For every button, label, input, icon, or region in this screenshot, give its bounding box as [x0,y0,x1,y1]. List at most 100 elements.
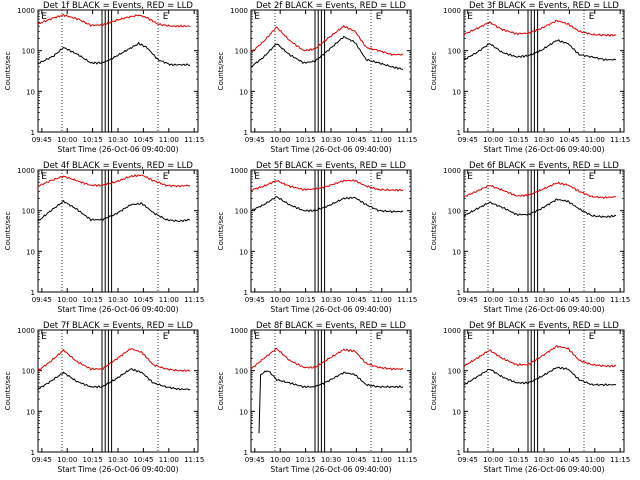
x-tick-label: 10:00 [57,296,77,304]
chart-title: Det 7f BLACK = Events, RED = LLD [43,321,193,331]
x-tick-label: 11:15 [610,136,630,144]
y-tick-label: 10 [26,408,35,416]
chart-panel-8: Det 8f BLACK = Events, RED = LLD 1 10 100 10… [217,321,417,474]
series-line-lld [463,19,617,37]
series-line-lld [37,13,191,28]
y-tick-label: 100 [235,208,248,216]
series-line-events [37,368,191,391]
x-tick-label: 11:15 [184,296,204,304]
y-tick-label: 100 [235,368,248,376]
y-tick-label: 100 [22,368,35,376]
x-tick-label: 09:45 [458,136,478,144]
chart-panel-7: Det 7f BLACK = Events, RED = LLD 1 10 100 10… [4,321,204,474]
y-tick-label: 1000 [230,7,248,15]
x-tick-label: 10:15 [509,296,529,304]
y-axis-label: Counts/sec [217,212,225,251]
series-line-events [250,35,404,70]
x-tick-label: 11:15 [397,136,417,144]
y-tick-label: 10 [239,248,248,256]
x-tick-label: 10:45 [559,296,579,304]
x-tick-label: 10:15 [296,456,316,464]
x-tick-label: 09:45 [32,456,52,464]
chart-title: Det 1f BLACK = Events, RED = LLD [43,1,193,11]
x-tick-label: 10:30 [321,136,341,144]
x-tick-label: 11:15 [184,136,204,144]
chart-title: Det 2f BLACK = Events, RED = LLD [256,1,406,11]
y-tick-label: 1000 [443,7,461,15]
segment-marker: E [467,332,473,342]
y-tick-label: 10 [239,408,248,416]
x-tick-label: 10:15 [296,296,316,304]
chart-title: Det 6f BLACK = Events, RED = LLD [469,161,619,171]
series-line-lld [250,347,404,371]
y-tick-label: 1000 [443,167,461,175]
x-tick-label: 10:15 [83,456,103,464]
x-tick-label: 10:30 [108,136,128,144]
y-tick-label: 10 [26,88,35,96]
series-line-lld [463,181,616,200]
segment-marker: E [376,172,382,182]
x-axis-label: Start Time (26-Oct-06 09:40:00) [483,305,604,314]
y-tick-label: 100 [22,208,35,216]
x-axis-label: Start Time (26-Oct-06 09:40:00) [57,305,178,314]
chart-title: Det 5f BLACK = Events, RED = LLD [256,161,406,171]
y-tick-label: 1 [457,289,461,297]
x-tick-label: 09:45 [32,296,52,304]
y-tick-label: 10 [452,88,461,96]
x-tick-label: 11:00 [159,296,179,304]
chart-panel-5: Det 5f BLACK = Events, RED = LLD 1 10 100 10… [217,161,417,314]
y-axis-label: Counts/sec [4,52,12,91]
series-line-events [37,199,191,223]
y-axis-label: Counts/sec [430,212,438,251]
series-line-lld [250,179,404,192]
x-tick-label: 11:00 [372,456,392,464]
chart-panel-6: Det 6f BLACK = Events, RED = LLD 1 10 100 10… [430,161,630,314]
x-tick-label: 09:45 [458,296,478,304]
y-axis-label: Counts/sec [217,372,225,411]
x-tick-label: 10:30 [534,456,554,464]
x-tick-label: 10:30 [108,296,128,304]
x-tick-label: 10:15 [83,296,103,304]
y-axis-label: Counts/sec [217,52,225,91]
x-tick-label: 10:30 [321,296,341,304]
x-axis-label: Start Time (26-Oct-06 09:40:00) [270,145,391,154]
series-line-events [463,366,617,387]
x-tick-label: 10:15 [83,136,103,144]
x-tick-label: 09:45 [245,456,265,464]
series-line-events [37,41,191,67]
x-tick-label: 10:00 [270,456,290,464]
y-tick-label: 10 [452,408,461,416]
y-tick-label: 1 [31,129,35,137]
y-tick-label: 10 [239,88,248,96]
segment-marker: E [254,12,260,22]
series-line-lld [37,174,191,188]
series-line-events [250,196,404,214]
y-axis-label: Counts/sec [4,212,12,251]
x-tick-label: 10:45 [133,456,153,464]
x-tick-label: 10:30 [534,136,554,144]
segment-marker: E [254,172,260,182]
x-tick-label: 09:45 [32,136,52,144]
y-tick-label: 100 [22,48,35,56]
chart-panel-3: Det 3f BLACK = Events, RED = LLD 1 10 100 10… [430,1,630,154]
x-tick-label: 09:45 [245,296,265,304]
x-tick-label: 11:15 [184,456,204,464]
x-axis-label: Start Time (26-Oct-06 09:40:00) [270,305,391,314]
x-tick-label: 11:15 [397,296,417,304]
y-tick-label: 100 [235,48,248,56]
y-tick-label: 100 [448,48,461,56]
x-tick-label: 10:30 [108,456,128,464]
chart-panel-2: Det 2f BLACK = Events, RED = LLD 1 10 100 10… [217,1,417,154]
y-tick-label: 10 [452,248,461,256]
x-tick-label: 09:45 [458,456,478,464]
segment-marker: E [467,172,473,182]
x-tick-label: 10:00 [483,136,503,144]
series-line-lld [463,345,617,368]
chart-title: Det 8f BLACK = Events, RED = LLD [256,321,406,331]
x-tick-label: 11:00 [159,456,179,464]
y-tick-label: 1 [31,449,35,457]
segment-marker: E [163,12,169,22]
segment-marker: E [589,332,595,342]
x-tick-label: 11:15 [397,456,417,464]
chart-title: Det 3f BLACK = Events, RED = LLD [469,1,619,11]
